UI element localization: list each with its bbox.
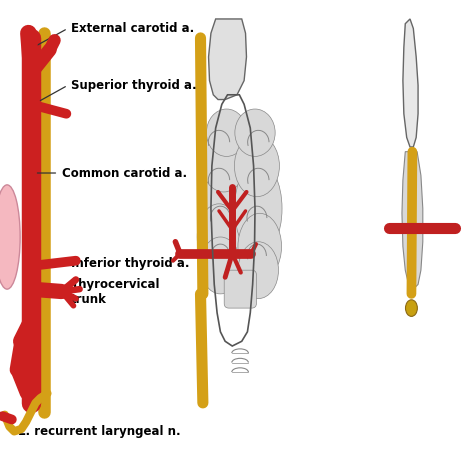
Ellipse shape bbox=[0, 185, 20, 289]
Ellipse shape bbox=[238, 242, 279, 299]
Text: L. recurrent laryngeal n.: L. recurrent laryngeal n. bbox=[18, 425, 181, 438]
Text: Inferior thyroid a.: Inferior thyroid a. bbox=[71, 256, 190, 270]
Polygon shape bbox=[402, 152, 423, 289]
Ellipse shape bbox=[235, 109, 275, 156]
Ellipse shape bbox=[234, 135, 279, 197]
Ellipse shape bbox=[199, 152, 246, 246]
Ellipse shape bbox=[206, 109, 246, 156]
Ellipse shape bbox=[200, 237, 241, 294]
FancyBboxPatch shape bbox=[224, 270, 256, 308]
Text: Common carotid a.: Common carotid a. bbox=[62, 166, 187, 180]
Ellipse shape bbox=[235, 161, 282, 256]
Polygon shape bbox=[403, 19, 418, 147]
Ellipse shape bbox=[197, 204, 241, 270]
Text: Thyrocervical: Thyrocervical bbox=[71, 278, 161, 291]
Ellipse shape bbox=[201, 130, 246, 192]
Ellipse shape bbox=[405, 300, 417, 317]
Polygon shape bbox=[209, 19, 246, 100]
Text: trunk: trunk bbox=[71, 293, 107, 306]
Text: External carotid a.: External carotid a. bbox=[71, 22, 194, 35]
Text: Superior thyroid a.: Superior thyroid a. bbox=[71, 79, 197, 92]
Ellipse shape bbox=[238, 213, 282, 280]
